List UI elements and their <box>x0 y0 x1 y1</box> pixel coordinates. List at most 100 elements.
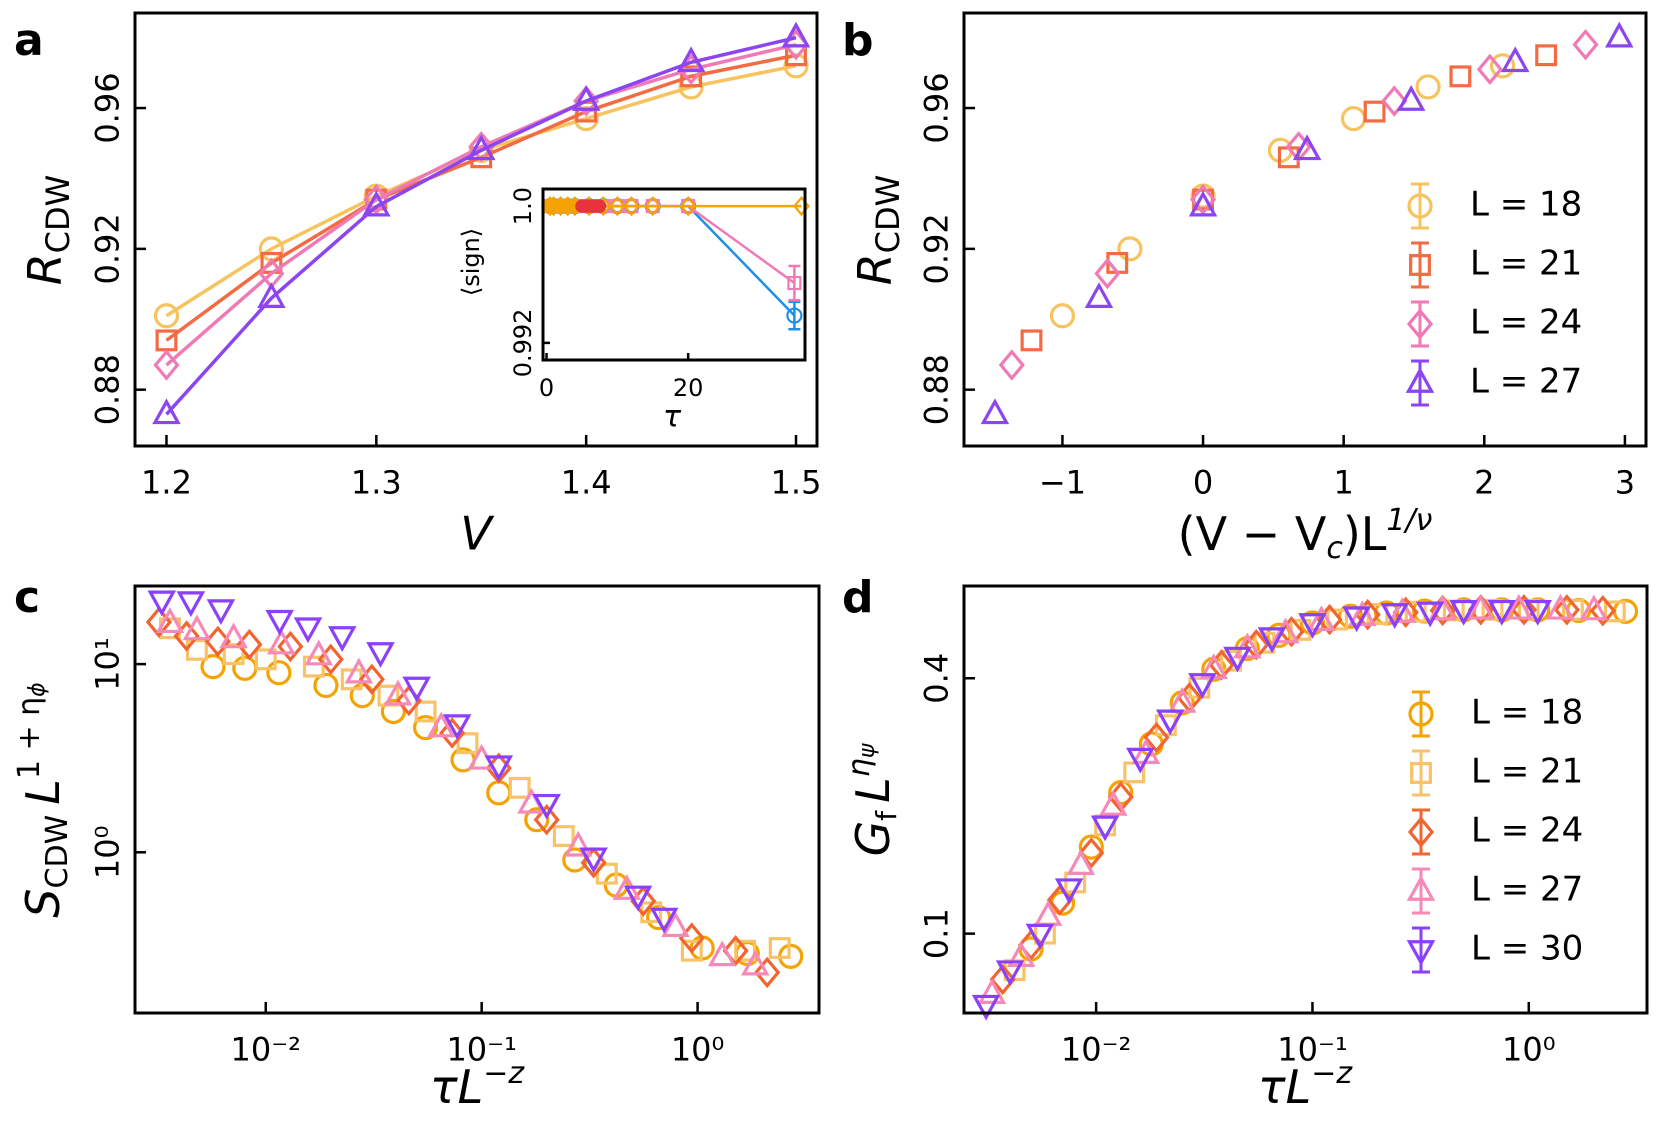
marker <box>707 940 737 967</box>
marker <box>1387 597 1417 623</box>
y-tick-label: 10¹ <box>88 637 126 691</box>
label-part: L <box>846 777 900 803</box>
marker <box>1078 837 1105 869</box>
marker <box>1066 849 1096 876</box>
legend-label: L = 27 <box>1470 362 1582 402</box>
panel-label: a <box>14 15 44 66</box>
x-axis-label: τL−z <box>1258 1056 1353 1114</box>
marker <box>427 711 456 738</box>
marker <box>1381 85 1408 117</box>
marker <box>786 307 803 324</box>
plot-area <box>964 13 1646 446</box>
marker <box>206 599 236 626</box>
y-axis-label: RCDW <box>18 175 78 286</box>
x-tick-label: 1.2 <box>141 463 192 501</box>
panel: b −1 0 1 2 3 0.88 0.92 0.96 L = 18 L = 21 L = 24 L =… <box>842 11 1648 501</box>
marker <box>1257 627 1287 654</box>
y-axis-label: RCDW <box>848 175 908 286</box>
x-tick-label: 10⁻² <box>1061 1030 1131 1068</box>
marker <box>402 676 431 703</box>
inset-x-label: τ <box>663 400 682 435</box>
marker <box>302 655 325 678</box>
marker <box>414 700 437 723</box>
marker <box>1271 617 1300 644</box>
marker <box>571 85 601 111</box>
marker <box>573 106 599 132</box>
marker <box>1292 134 1322 161</box>
marker <box>783 53 809 79</box>
legend-errorbar <box>1411 241 1429 289</box>
axes-frame <box>962 11 1648 448</box>
marker <box>998 349 1025 381</box>
label-part: ϕ <box>25 682 50 697</box>
marker <box>1223 646 1252 673</box>
axes-frame <box>133 584 821 1015</box>
marker <box>1415 601 1445 628</box>
marker <box>1406 940 1436 966</box>
label-part: CDW <box>40 815 75 889</box>
marker <box>1449 599 1478 626</box>
marker <box>152 398 181 425</box>
legend-label: L = 18 <box>1471 693 1583 733</box>
label-part: CDW <box>39 175 77 254</box>
marker <box>623 195 640 217</box>
axes-frame <box>541 187 807 362</box>
marker <box>363 183 390 216</box>
y-tick-label: 0.96 <box>88 72 126 143</box>
label-part: τL <box>430 1060 483 1114</box>
marker <box>552 825 575 847</box>
marker <box>508 776 531 799</box>
label-part: c <box>1326 531 1343 566</box>
marker <box>787 276 802 291</box>
marker <box>277 630 304 663</box>
marker <box>1233 632 1262 659</box>
marker <box>1476 53 1503 86</box>
marker <box>1487 599 1517 626</box>
marker <box>366 642 395 668</box>
marker <box>995 960 1025 987</box>
marker <box>1510 594 1538 626</box>
label-part: ψ <box>855 743 880 758</box>
x-tick-label: 10⁰ <box>1502 1030 1556 1068</box>
label-part: G <box>846 821 900 857</box>
y-axis-label: GfLηψ <box>842 743 904 856</box>
marker <box>741 949 770 976</box>
label-part: )L <box>1343 507 1387 561</box>
marker <box>267 628 296 655</box>
panel-label: b <box>842 15 874 66</box>
marker <box>1099 789 1128 816</box>
marker <box>1408 701 1434 727</box>
marker <box>304 639 334 666</box>
label-part: R <box>848 253 902 285</box>
panel-label: c <box>14 572 40 623</box>
marker <box>1535 44 1558 67</box>
x-tick-label: 1 <box>1333 463 1353 501</box>
marker <box>182 614 212 641</box>
marker <box>147 590 177 617</box>
x-tick-label: 10⁰ <box>671 1030 725 1068</box>
legend-label: L = 21 <box>1470 244 1582 284</box>
marker <box>219 622 248 649</box>
legend-errorbar <box>1411 182 1429 230</box>
y-tick-label: 0.1 <box>917 908 955 959</box>
legend-label: L = 27 <box>1471 870 1583 910</box>
marker <box>254 648 277 671</box>
x-tick-label: 0 <box>539 374 554 402</box>
marker <box>1504 593 1534 620</box>
marker <box>155 607 185 634</box>
marker <box>204 625 231 658</box>
marker <box>532 793 561 820</box>
marker <box>1117 236 1143 262</box>
marker <box>1605 21 1634 48</box>
marker <box>456 732 479 755</box>
x-axis-label: V <box>460 507 495 561</box>
marker <box>1143 721 1170 754</box>
x-tick-label: 1.5 <box>771 463 822 501</box>
marker <box>1579 594 1609 621</box>
axes-frame <box>133 11 819 448</box>
panel: c 10⁻² 10⁻¹ 10⁰ 10⁰ 10¹ <box>14 572 821 1068</box>
label-part: 1 + η <box>12 697 47 779</box>
marker <box>768 937 791 959</box>
